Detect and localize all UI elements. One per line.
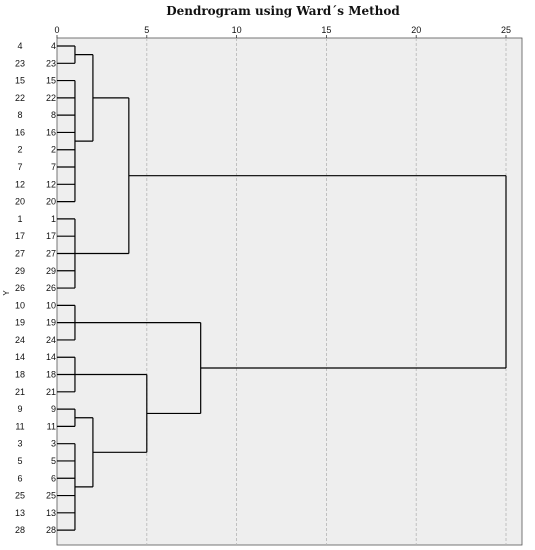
outer-label: 9 <box>17 404 22 414</box>
outer-label: 10 <box>15 300 25 310</box>
leaf-label: 9 <box>51 404 56 414</box>
outer-label: 3 <box>17 439 22 449</box>
outer-label: 13 <box>15 508 25 518</box>
leaf-label: 14 <box>46 352 56 362</box>
tick-label: 25 <box>501 25 511 35</box>
leaf-label: 11 <box>47 421 56 431</box>
leaf-label: 4 <box>51 41 56 51</box>
outer-label: 29 <box>15 266 25 276</box>
leaf-label: 15 <box>46 76 56 86</box>
outer-label: 24 <box>15 335 25 345</box>
tick-label: 20 <box>411 25 421 35</box>
tick-label: 15 <box>321 25 331 35</box>
leaf-label: 13 <box>46 508 56 518</box>
outer-label: 11 <box>15 421 24 431</box>
outer-label: 28 <box>15 525 25 535</box>
outer-label: 22 <box>15 93 25 103</box>
leaf-label: 21 <box>46 387 56 397</box>
tick-label: 0 <box>54 25 59 35</box>
leaf-label: 28 <box>46 525 56 535</box>
outer-label: 21 <box>15 387 25 397</box>
leaf-label: 8 <box>51 110 56 120</box>
outer-label: 12 <box>15 179 25 189</box>
tick-label: 10 <box>232 25 242 35</box>
leaf-label: 24 <box>46 335 56 345</box>
leaf-label: 16 <box>46 127 56 137</box>
leaf-label: 26 <box>46 283 56 293</box>
leaf-label: 22 <box>46 93 56 103</box>
leaf-label: 18 <box>46 370 56 380</box>
leaf-label: 7 <box>51 162 56 172</box>
outer-label: 5 <box>17 456 22 466</box>
outer-label: 8 <box>17 110 22 120</box>
leaf-label: 3 <box>51 439 56 449</box>
leaf-label: 17 <box>46 231 56 241</box>
outer-label: 27 <box>15 248 25 258</box>
leaf-label: 25 <box>46 491 56 501</box>
outer-label: 2 <box>17 145 22 155</box>
leaf-label: 1 <box>51 214 56 224</box>
leaf-label: 19 <box>46 318 56 328</box>
dendrogram-branches <box>57 45 507 531</box>
outer-label: 6 <box>17 473 22 483</box>
leaf-label: 2 <box>51 145 56 155</box>
outer-label: 18 <box>15 370 25 380</box>
outer-label: 26 <box>15 283 25 293</box>
tick-label: 5 <box>144 25 149 35</box>
y-axis-label: Y <box>2 290 11 296</box>
leaf-label: 6 <box>51 473 56 483</box>
leaf-label: 20 <box>46 197 56 207</box>
outer-label: 23 <box>15 58 25 68</box>
outer-label: 14 <box>15 352 25 362</box>
outer-label: 19 <box>15 318 25 328</box>
leaf-label: 27 <box>46 248 56 258</box>
outer-label: 17 <box>15 231 25 241</box>
x-axis-ticks: 0 5 10 15 20 25 <box>54 25 511 38</box>
outer-label: 16 <box>15 127 25 137</box>
leaf-label: 29 <box>46 266 56 276</box>
leaf-labels: 4231522816271220117272926101924141821911… <box>46 41 56 535</box>
outer-label: 20 <box>15 197 25 207</box>
grid-lines <box>146 38 507 545</box>
leaf-label: 5 <box>51 456 56 466</box>
chart-title: Dendrogram using Ward´s Method <box>166 4 400 18</box>
outer-labels: 4231522816271220117272926101924141821911… <box>15 41 25 535</box>
outer-label: 4 <box>17 41 22 51</box>
leaf-label: 10 <box>46 300 56 310</box>
leaf-label: 12 <box>46 179 56 189</box>
outer-label: 7 <box>17 162 22 172</box>
plot-area <box>56 37 523 546</box>
outer-label: 15 <box>15 76 25 86</box>
outer-label: 25 <box>15 491 25 501</box>
outer-label: 1 <box>17 214 22 224</box>
leaf-label: 23 <box>46 58 56 68</box>
